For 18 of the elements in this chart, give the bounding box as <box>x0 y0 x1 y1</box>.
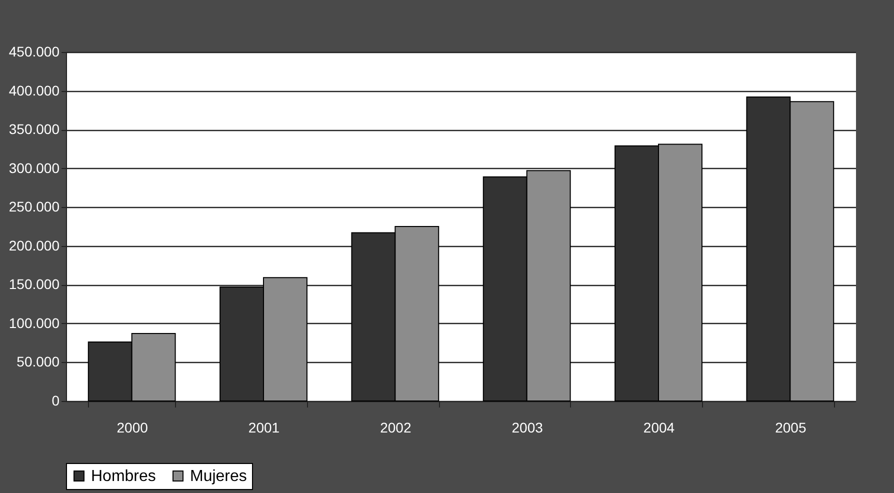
legend-label: Mujeres <box>190 468 247 485</box>
y-tick-label: 350.000 <box>8 121 60 138</box>
y-tick-label: 250.000 <box>8 198 60 215</box>
y-tick-label: 0 <box>52 392 60 408</box>
y-tick-label: 150.000 <box>8 276 60 292</box>
y-tick-label: 100.000 <box>8 314 60 331</box>
y-tick-label: 400.000 <box>8 82 60 98</box>
y-tick-label: 200.000 <box>8 237 60 254</box>
y-tick-label: 300.000 <box>8 160 60 176</box>
x-tick-label: 2003 <box>512 420 544 436</box>
y-tick-label: 50.000 <box>16 354 60 370</box>
y-tick-label: 450.000 <box>8 44 60 60</box>
x-tick-label: 2002 <box>380 420 412 436</box>
x-tick-label: 2000 <box>116 420 148 436</box>
x-tick-label: 2005 <box>775 420 806 436</box>
x-tick-label: 2004 <box>643 420 675 436</box>
legend-label: Hombres <box>91 468 156 485</box>
x-tick-label: 2001 <box>248 420 280 436</box>
